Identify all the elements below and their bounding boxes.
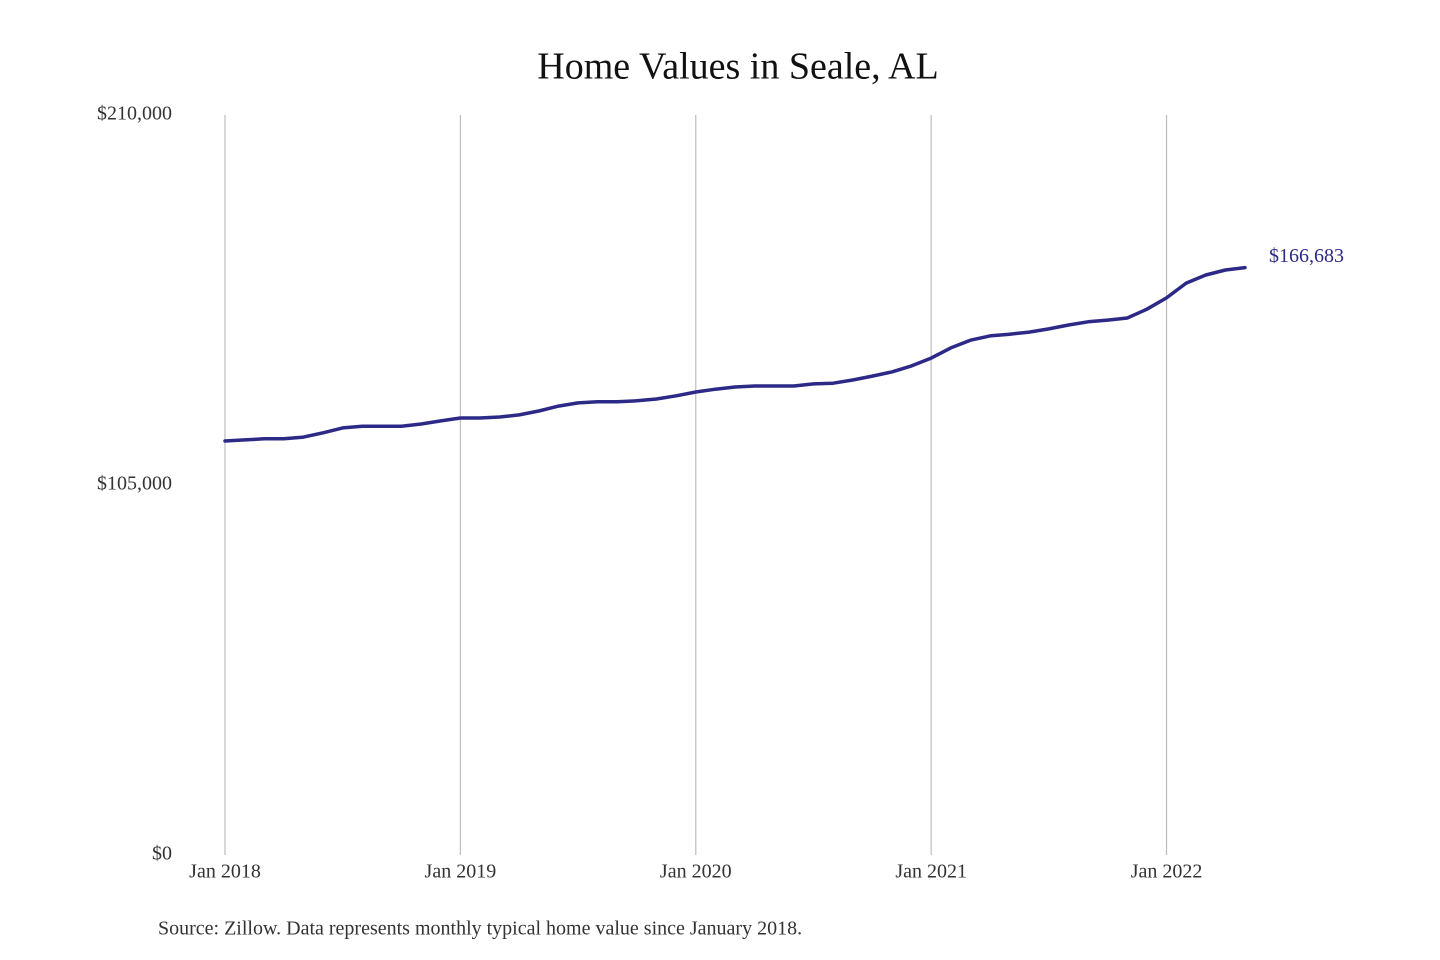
y-tick-label: $210,000 <box>97 103 172 125</box>
x-tick-label: Jan 2019 <box>425 861 497 883</box>
x-tick-label: Jan 2022 <box>1131 861 1203 883</box>
x-tick-label: Jan 2021 <box>895 861 967 883</box>
y-tick-label: $105,000 <box>97 473 172 495</box>
x-tick-label: Jan 2020 <box>660 861 732 883</box>
value-label: $166,683 <box>1269 245 1344 267</box>
y-tick-label: $0 <box>152 843 172 865</box>
chart-title: Home Values in Seale, AL <box>537 46 938 88</box>
line-series <box>223 265 1247 443</box>
source-note: Source: Zillow. Data represents monthly … <box>158 918 802 940</box>
x-tick-label: Jan 2018 <box>189 861 261 883</box>
